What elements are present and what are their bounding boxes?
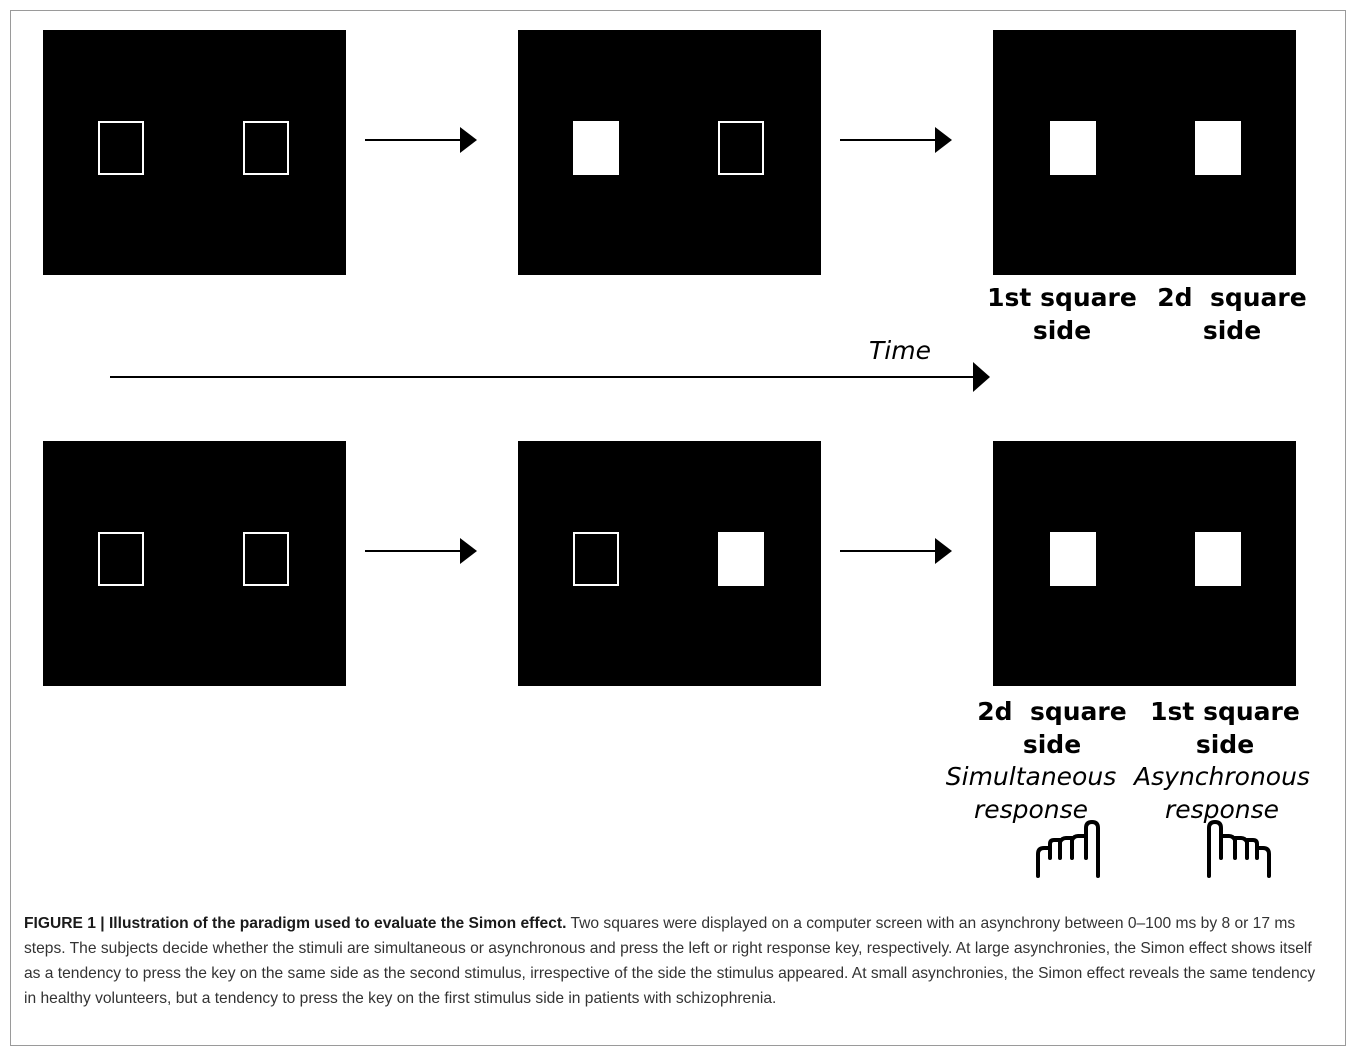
bottom-left-label-line2: side [1022,730,1082,759]
asynchronous-response-label: Asynchronous response [1124,760,1320,826]
bottom-left-label: 2d square side [972,695,1132,761]
hand-pointer-icon [1207,820,1271,878]
top-right-label-line2: side [1202,316,1262,345]
simultaneous-line2: response [973,795,1089,824]
bottom-left-label-line1: 2d square [977,697,1127,726]
right-square-filled [1195,121,1241,175]
asynchronous-line2: response [1164,795,1280,824]
right-square-filled [1195,532,1241,586]
screen-top-3 [993,30,1296,275]
left-square-empty [98,532,144,586]
top-left-label: 1st square side [982,281,1142,347]
arrow-bottom-1 [365,538,477,564]
time-arrow [110,362,990,392]
figure-label: FIGURE 1 | Illustration of the paradigm … [24,915,567,932]
bottom-right-label-line1: 1st square [1150,697,1300,726]
arrow-top-2 [840,127,952,153]
simultaneous-response-label: Simultaneous response [936,760,1126,826]
time-label: Time [869,336,931,365]
left-square-filled [1050,121,1096,175]
screen-top-1 [43,30,346,275]
arrow-top-1 [365,127,477,153]
asynchronous-line1: Asynchronous [1134,762,1310,791]
hand-pointer-icon [1036,820,1100,878]
top-left-label-line1: 1st square [987,283,1137,312]
right-square-empty [718,121,764,175]
screen-top-2 [518,30,821,275]
screen-bottom-2 [518,441,821,686]
caption-text: Two squares were displayed on a computer… [24,915,1316,1007]
figure-caption: FIGURE 1 | Illustration of the paradigm … [24,911,1324,1011]
screen-bottom-3 [993,441,1296,686]
bottom-right-label-line2: side [1195,730,1255,759]
right-square-filled [718,532,764,586]
screen-bottom-1 [43,441,346,686]
left-square-empty [98,121,144,175]
simultaneous-line1: Simultaneous [945,762,1117,791]
bottom-right-label: 1st square side [1145,695,1305,761]
right-square-empty [243,532,289,586]
top-right-label: 2d square side [1152,281,1312,347]
left-square-filled [1050,532,1096,586]
left-square-empty [573,532,619,586]
top-right-label-line1: 2d square [1157,283,1307,312]
arrow-bottom-2 [840,538,952,564]
top-left-label-line2: side [1032,316,1092,345]
left-square-filled [573,121,619,175]
right-square-empty [243,121,289,175]
